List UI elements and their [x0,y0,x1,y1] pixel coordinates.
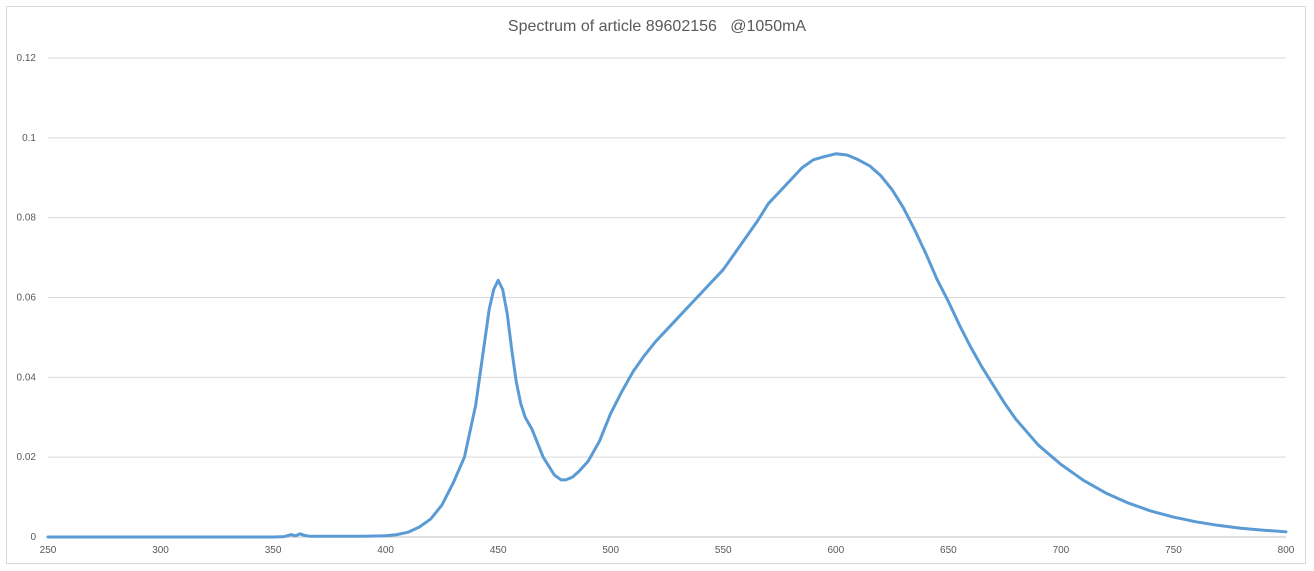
y-tick-label: 0.08 [17,213,37,224]
x-tick-label: 250 [40,545,57,556]
x-tick-label: 750 [1165,545,1182,556]
x-tick-label: 500 [602,545,619,556]
x-tick-label: 450 [490,545,507,556]
chart-area [6,6,1306,564]
x-tick-label: 550 [715,545,732,556]
x-tick-label: 350 [265,545,282,556]
y-tick-label: 0.04 [17,372,37,383]
y-tick-label: 0.12 [17,53,37,64]
series-layer [46,152,1288,539]
y-tick-label: 0.1 [22,133,36,144]
x-tick-label: 700 [1053,545,1070,556]
x-tick-label: 800 [1278,545,1295,556]
x-tick-label: 400 [377,545,394,556]
series-line [46,152,1288,539]
gridlines [48,57,1286,458]
x-tick-label: 600 [827,545,844,556]
x-tick-label: 300 [152,545,169,556]
x-tick-label: 650 [940,545,957,556]
chart-title: Spectrum of article 89602156 @1050mA [507,18,807,35]
axes: 0 0.02 0.04 0.06 0.08 0.1 0.12 250 300 350 400 450 5… [17,53,1295,556]
y-tick-label: 0.06 [17,293,37,304]
y-tick-label: 0 [30,532,36,543]
y-tick-label: 0.02 [17,452,37,463]
